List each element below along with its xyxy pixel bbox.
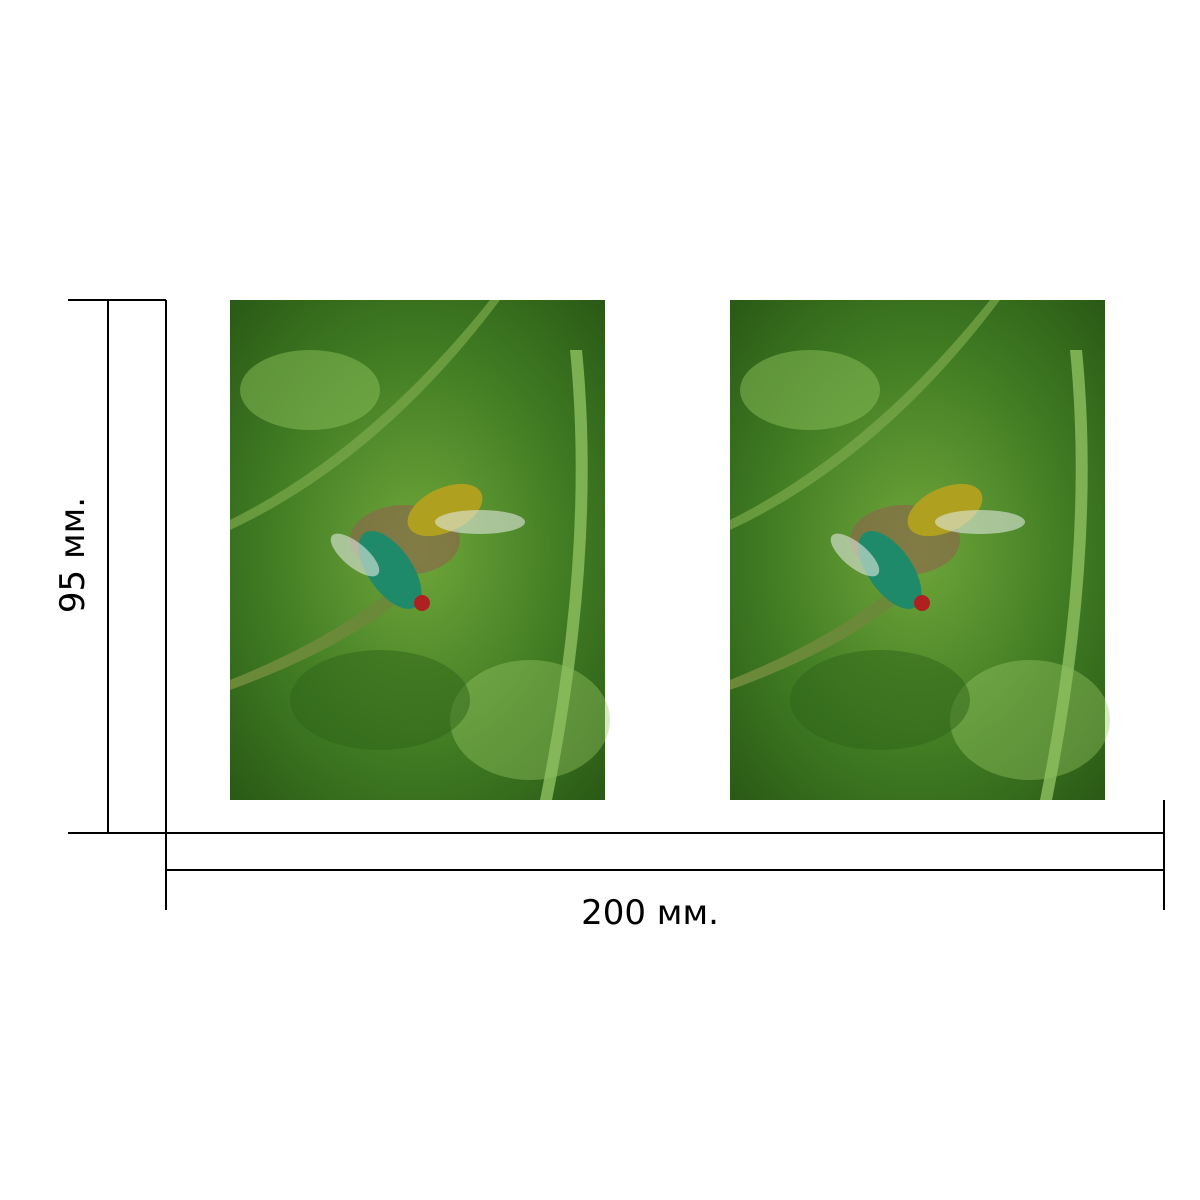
dimension-lines [68,299,1165,910]
photo-panel [730,300,1110,800]
photo-panel [230,300,610,800]
height-label: 95 мм. [53,497,93,613]
width-label: 200 мм. [581,893,719,933]
